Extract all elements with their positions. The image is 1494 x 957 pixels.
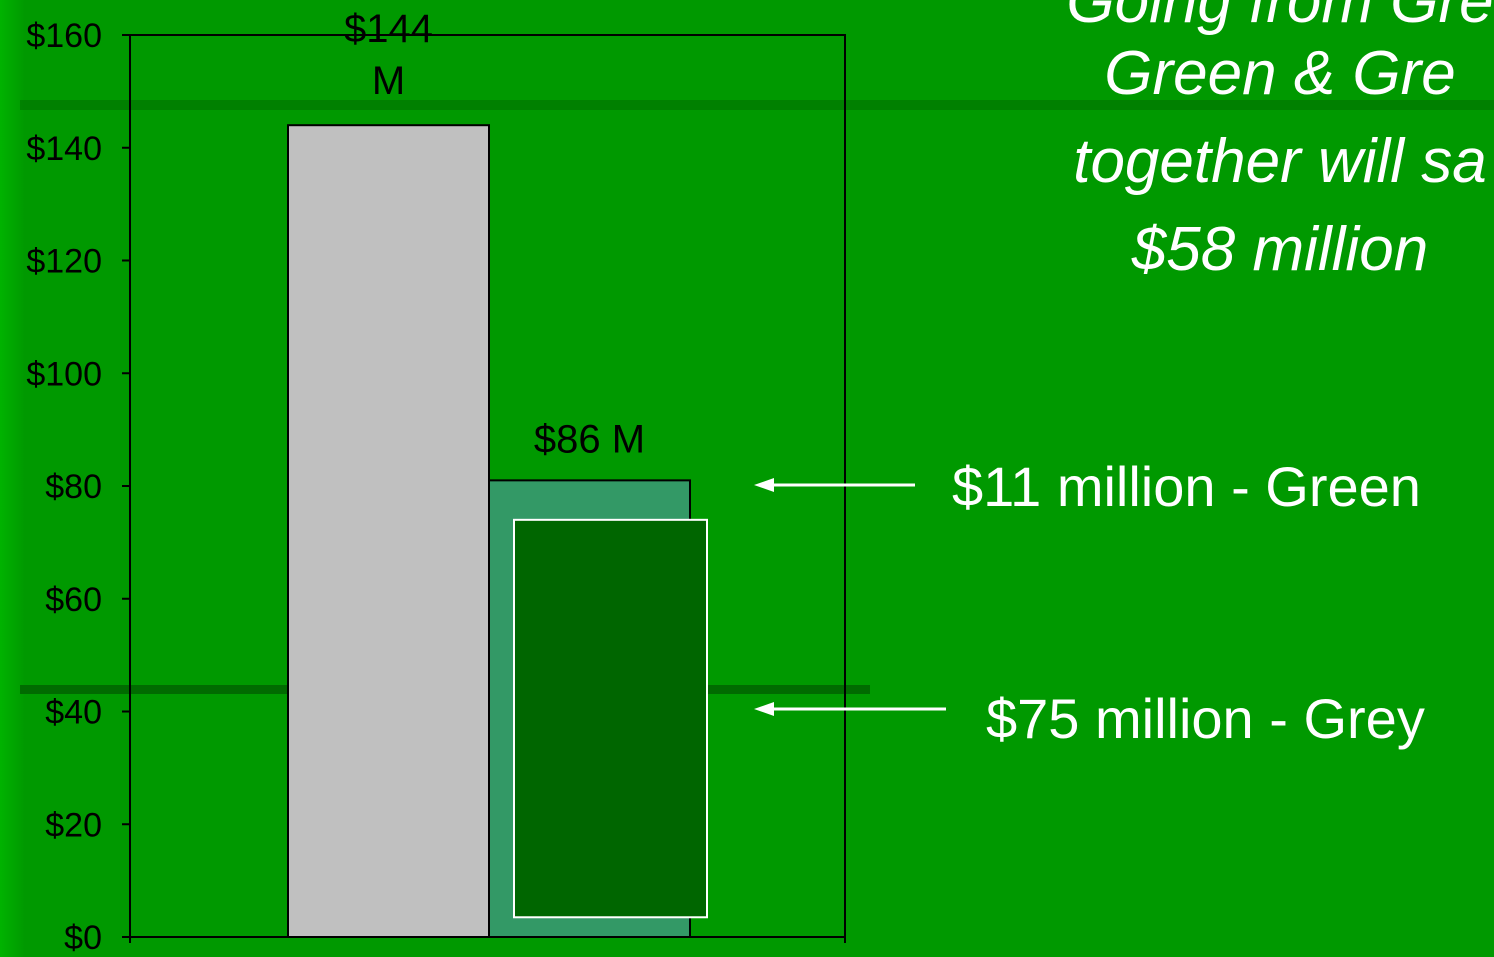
y-tick-label: $140 — [26, 130, 102, 168]
y-tick-label: $120 — [26, 243, 102, 281]
bar-data-label: $144 M — [344, 7, 433, 103]
bar — [287, 124, 490, 938]
headline-line-2: Green & Gre — [1104, 39, 1456, 108]
arrow-head — [754, 478, 774, 492]
bar-data-label-line: M — [372, 59, 405, 103]
callout-green-label: $11 million - Green — [952, 455, 1421, 518]
y-tick-label: $160 — [26, 17, 102, 55]
decorative-band-top — [20, 100, 1494, 110]
y-tick-label: $20 — [45, 806, 102, 844]
bar-data-label: $86 M — [534, 417, 645, 461]
headline-line-1: Going from Gre — [1066, 0, 1494, 36]
y-tick-label: $40 — [45, 694, 102, 732]
callout-grey-label: $75 million - Grey — [986, 687, 1425, 750]
bar-inner-box — [513, 518, 708, 919]
bars-group: $144 M $86 M — [287, 7, 708, 938]
headline-line-4: $58 million — [1131, 215, 1429, 284]
headline-line-3: together will sa — [1073, 127, 1487, 196]
y-axis: $0 $20 $40 $60 $80 $100 $120 $140 $160 — [26, 17, 846, 957]
y-tick-label: $0 — [64, 919, 102, 957]
y-tick-label: $60 — [45, 581, 102, 619]
arrow-head — [754, 702, 774, 716]
background-left-strip — [0, 0, 24, 957]
y-tick-label: $80 — [45, 468, 102, 506]
y-tick-label: $100 — [26, 355, 102, 393]
callout-arrows — [754, 478, 946, 716]
bar-data-label-line: $144 — [344, 7, 433, 51]
